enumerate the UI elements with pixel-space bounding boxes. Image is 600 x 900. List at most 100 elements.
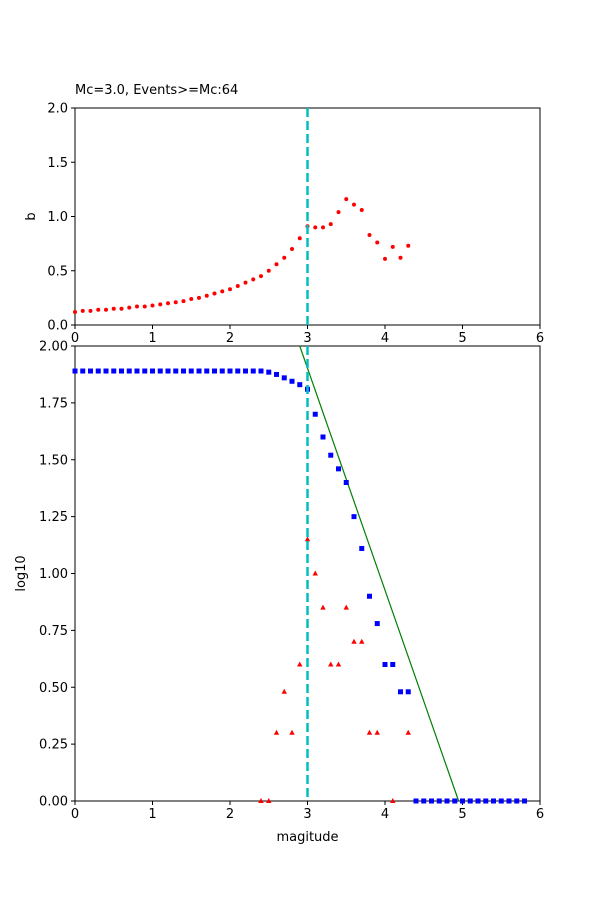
cumulative-point [522, 798, 527, 804]
cumulative-point [359, 545, 365, 551]
incremental-point [258, 798, 264, 803]
fmd-marks [72, 345, 527, 804]
b-value-point [197, 295, 201, 300]
cumulative-point [444, 798, 450, 804]
fmd-ticks: 0 1 2 3 4 5 6 0.00 0.25 0.50 0.75 1.00 1.25 1.50 1.75 2… [39, 340, 544, 823]
b-value-point [344, 197, 349, 202]
cumulative-point [452, 798, 458, 804]
cumulative-point [212, 368, 217, 374]
b-value-point [204, 293, 209, 298]
b-value-point [375, 240, 380, 245]
b-value-point [321, 225, 325, 230]
b-value-point [282, 255, 287, 260]
fmd-y-tick-label: 0.00 [39, 795, 68, 810]
b-value-x-tick-label: 4 [381, 331, 389, 346]
b-value-point [390, 244, 395, 249]
cumulative-point [227, 368, 233, 374]
cumulative-point [165, 368, 171, 374]
b-value-point [173, 300, 178, 305]
incremental-point [273, 729, 280, 735]
b-value-point [212, 291, 217, 296]
fmd-x-tick-label: 0 [71, 807, 79, 822]
incremental-point [281, 688, 287, 694]
b-value-point [328, 222, 333, 227]
b-value-point [251, 277, 256, 282]
cumulative-point [421, 798, 427, 804]
cumulative-point [320, 434, 326, 440]
incremental-point [320, 604, 326, 610]
b-value-point [181, 299, 186, 304]
cumulative-point [281, 375, 287, 381]
b-value-y-tick-label: 0.0 [47, 319, 68, 334]
incremental-point [266, 798, 272, 803]
b-value-point [313, 225, 318, 230]
b-value-point [359, 207, 364, 212]
b-value-x-tick-label: 6 [536, 331, 544, 346]
b-value-point [336, 210, 341, 215]
fmd-y-tick-label: 0.25 [39, 738, 68, 753]
b-value-point [88, 308, 93, 313]
fmd-y-tick-label: 1.50 [39, 453, 68, 468]
b-value-point [220, 289, 225, 294]
b-value-marks [73, 108, 411, 325]
cumulative-point [142, 368, 148, 374]
fmd-y-tick-label: 1.00 [39, 567, 68, 582]
b-value-point [243, 280, 248, 285]
fmd-y-tick-label: 0.75 [39, 624, 68, 639]
incremental-point [328, 661, 334, 667]
b-value-point [127, 305, 132, 310]
cumulative-point [491, 798, 496, 804]
incremental-point [289, 729, 295, 735]
incremental-point [343, 604, 349, 610]
cumulative-point [88, 368, 93, 374]
b-value-y-axis-title: b [24, 212, 39, 220]
incremental-point [335, 661, 342, 667]
cumulative-point [289, 378, 295, 384]
cumulative-point [266, 369, 272, 375]
fmd-y-axis-title: log10 [14, 555, 29, 591]
cumulative-point [328, 452, 334, 458]
cumulative-point [467, 798, 473, 804]
cumulative-point [258, 368, 264, 374]
cumulative-point [173, 368, 179, 374]
b-value-x-tick-label: 0 [71, 331, 79, 346]
cumulative-point [103, 368, 109, 374]
b-value-x-tick-label: 5 [458, 331, 466, 346]
fmd-x-tick-label: 2 [226, 807, 234, 822]
b-value-y-tick-label: 1.5 [47, 156, 68, 171]
cumulative-point [506, 798, 512, 804]
b-value-y-tick-label: 0.5 [47, 264, 68, 279]
b-value-point [259, 274, 263, 279]
cumulative-point [250, 368, 256, 374]
incremental-point [366, 729, 373, 735]
cumulative-point [413, 798, 419, 804]
fmd-x-tick-label: 1 [148, 807, 156, 822]
b-value-point [274, 262, 279, 267]
cumulative-point [235, 368, 241, 374]
b-value-point [166, 301, 170, 306]
b-value-panel: Mc=3.0, Events>=Mc:64 0 1 2 3 4 5 6 0.0 0.5 1.0 1.… [24, 83, 544, 346]
b-value-point [189, 296, 194, 301]
incremental-point [374, 729, 380, 735]
chart-title: Mc=3.0, Events>=Mc:64 [75, 83, 238, 98]
cumulative-point [196, 368, 202, 374]
b-value-point [398, 255, 403, 260]
incremental-point [405, 729, 411, 735]
b-value-point [104, 307, 108, 312]
b-value-point [290, 247, 294, 252]
cumulative-point [398, 689, 403, 695]
b-value-x-tick-label: 3 [303, 331, 311, 346]
cumulative-point [336, 466, 341, 472]
cumulative-point [475, 798, 481, 804]
fmd-y-tick-label: 1.75 [39, 396, 68, 411]
b-value-point [158, 302, 163, 307]
b-value-point [150, 303, 155, 308]
cumulative-point [134, 368, 140, 374]
frequency-magnitude-panel: 0 1 2 3 4 5 6 0.00 0.25 0.50 0.75 1.00 1.25 1.50 1.75 2… [14, 340, 544, 846]
fmd-x-axis-title: magitude [276, 830, 338, 845]
b-value-y-tick-label: 1.0 [47, 210, 68, 225]
b-value-point [297, 236, 302, 241]
cumulative-point [405, 689, 411, 695]
